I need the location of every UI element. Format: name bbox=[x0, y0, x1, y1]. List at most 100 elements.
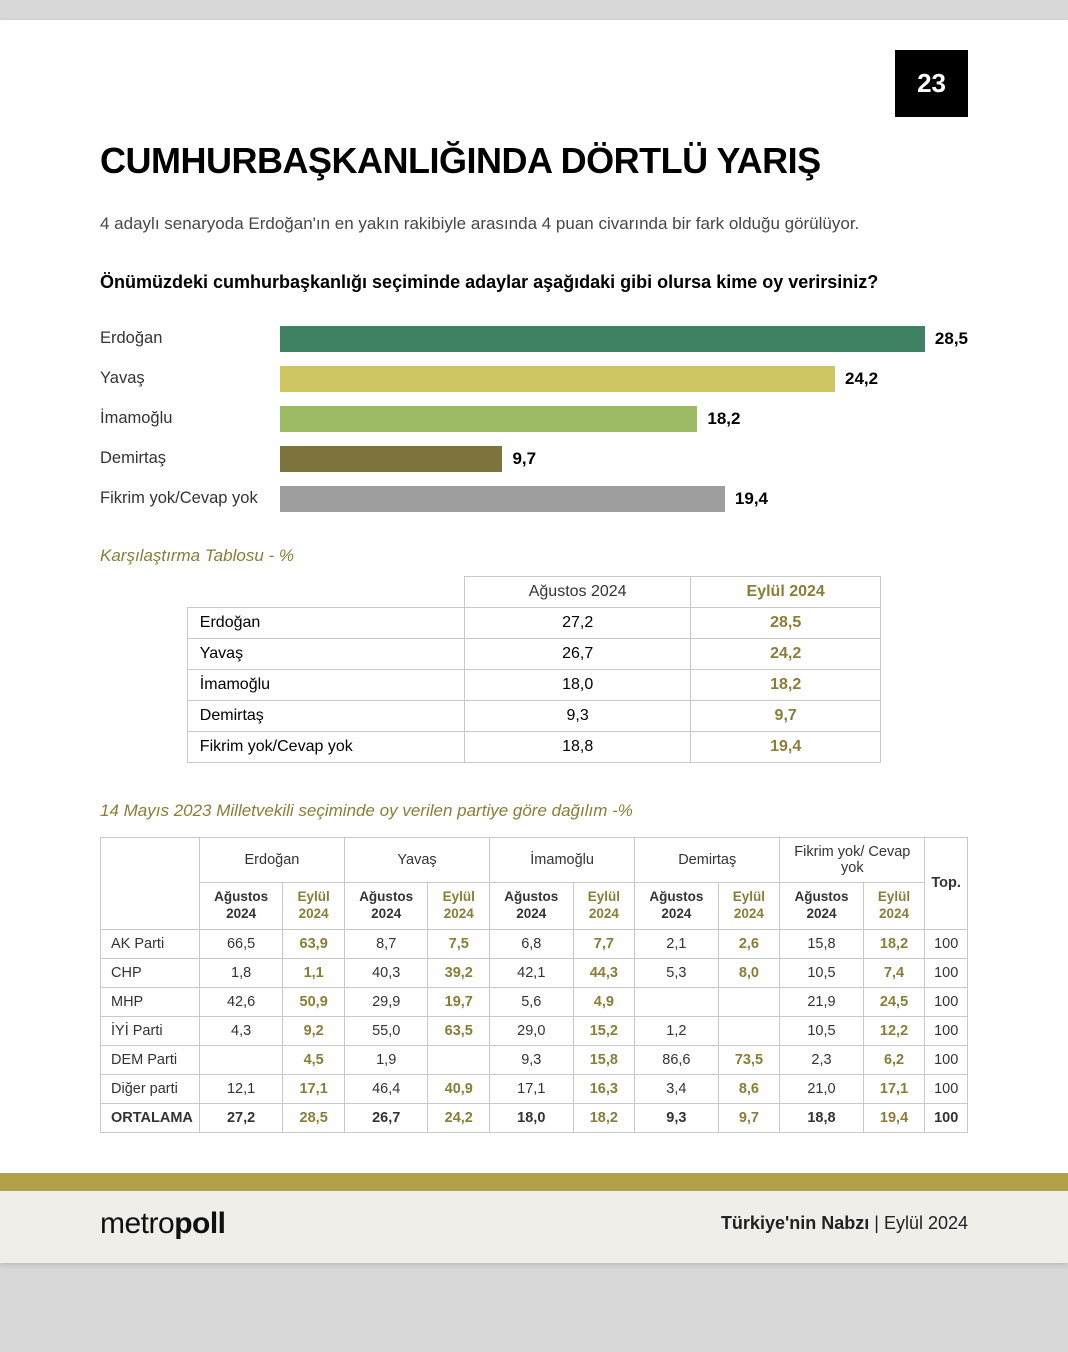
page: 23 CUMHURBAŞKANLIĞINDA DÖRTLÜ YARIŞ 4 ad… bbox=[0, 20, 1068, 1263]
breakdown-cell: 17,1 bbox=[863, 1074, 925, 1103]
chart-bar bbox=[280, 406, 697, 432]
breakdown-row-name: İYİ Parti bbox=[101, 1016, 200, 1045]
compare-cell: 19,4 bbox=[691, 731, 881, 762]
breakdown-cell: 16,3 bbox=[573, 1074, 635, 1103]
chart-row: Erdoğan 28,5 bbox=[100, 322, 968, 356]
compare-header: Ağustos 2024 bbox=[465, 576, 691, 607]
breakdown-row-name: AK Parti bbox=[101, 929, 200, 958]
chart-row: Fikrim yok/Cevap yok 19,4 bbox=[100, 482, 968, 516]
breakdown-cell: 15,2 bbox=[573, 1016, 635, 1045]
footer-title: Türkiye'nin Nabzı bbox=[721, 1213, 869, 1233]
breakdown-cell: 4,3 bbox=[199, 1016, 282, 1045]
breakdown-cell: 2,6 bbox=[718, 929, 780, 958]
breakdown-cell: 1,2 bbox=[635, 1016, 718, 1045]
breakdown-cell: 66,5 bbox=[199, 929, 282, 958]
compare-cell: 18,0 bbox=[465, 669, 691, 700]
breakdown-sub-header: Ağustos 2024 bbox=[344, 882, 427, 929]
breakdown-cell: 10,5 bbox=[780, 1016, 863, 1045]
compare-cell: Demirtaş bbox=[187, 700, 464, 731]
breakdown-cell: 46,4 bbox=[344, 1074, 427, 1103]
page-title: CUMHURBAŞKANLIĞINDA DÖRTLÜ YARIŞ bbox=[100, 140, 968, 182]
brand-part-a: metro bbox=[100, 1207, 174, 1240]
breakdown-cell: 9,3 bbox=[490, 1045, 573, 1074]
breakdown-row-name: MHP bbox=[101, 987, 200, 1016]
breakdown-sub-header: Ağustos 2024 bbox=[199, 882, 282, 929]
chart-bar-wrap: 19,4 bbox=[280, 486, 968, 512]
chart-label: Fikrim yok/Cevap yok bbox=[100, 489, 280, 508]
breakdown-cell: 40,3 bbox=[344, 958, 427, 987]
breakdown-row-name: CHP bbox=[101, 958, 200, 987]
description-text: 4 adaylı senaryoda Erdoğan'ın en yakın r… bbox=[100, 210, 968, 239]
chart-value: 18,2 bbox=[707, 409, 740, 429]
breakdown-cell: 73,5 bbox=[718, 1045, 780, 1074]
breakdown-cell: 42,6 bbox=[199, 987, 282, 1016]
compare-header: Eylül 2024 bbox=[691, 576, 881, 607]
breakdown-cell: 12,1 bbox=[199, 1074, 282, 1103]
breakdown-row-name: Diğer parti bbox=[101, 1074, 200, 1103]
breakdown-cell: 8,6 bbox=[718, 1074, 780, 1103]
breakdown-cell: 100 bbox=[925, 929, 968, 958]
breakdown-cell: 1,8 bbox=[199, 958, 282, 987]
comparison-table: Ağustos 2024Eylül 2024Erdoğan27,228,5Yav… bbox=[187, 576, 881, 763]
breakdown-avg-cell: 24,2 bbox=[428, 1103, 490, 1132]
breakdown-cell: 6,2 bbox=[863, 1045, 925, 1074]
chart-label: Erdoğan bbox=[100, 329, 280, 348]
breakdown-group-header: Yavaş bbox=[344, 837, 489, 882]
breakdown-cell: 50,9 bbox=[283, 987, 345, 1016]
bar-chart: Erdoğan 28,5 Yavaş24,2 İmamoğlu 18,2 Demirtaş… bbox=[100, 322, 968, 516]
chart-label: Yavaş bbox=[100, 369, 280, 388]
breakdown-avg-cell: 27,2 bbox=[199, 1103, 282, 1132]
chart-label: İmamoğlu bbox=[100, 409, 280, 428]
chart-value: 28,5 bbox=[935, 329, 968, 349]
compare-cell: 9,7 bbox=[691, 700, 881, 731]
breakdown-cell: 100 bbox=[925, 1074, 968, 1103]
chart-label: Demirtaş bbox=[100, 449, 280, 468]
chart-bar bbox=[280, 446, 502, 472]
chart-bar-wrap: 9,7 bbox=[280, 446, 968, 472]
breakdown-cell: 100 bbox=[925, 1045, 968, 1074]
breakdown-cell: 6,8 bbox=[490, 929, 573, 958]
footer: metropoll Türkiye'nin Nabzı | Eylül 2024 bbox=[0, 1191, 1068, 1263]
compare-cell: Yavaş bbox=[187, 638, 464, 669]
brand-part-b: poll bbox=[174, 1207, 225, 1240]
breakdown-avg-cell: 18,0 bbox=[490, 1103, 573, 1132]
breakdown-corner bbox=[101, 837, 200, 929]
breakdown-cell: 17,1 bbox=[283, 1074, 345, 1103]
chart-row: İmamoğlu 18,2 bbox=[100, 402, 968, 436]
breakdown-cell: 1,9 bbox=[344, 1045, 427, 1074]
breakdown-sub-header: Eylül 2024 bbox=[428, 882, 490, 929]
breakdown-cell: 7,4 bbox=[863, 958, 925, 987]
breakdown-cell: 5,3 bbox=[635, 958, 718, 987]
compare-cell: İmamoğlu bbox=[187, 669, 464, 700]
breakdown-avg-cell: 100 bbox=[925, 1103, 968, 1132]
breakdown-cell: 7,5 bbox=[428, 929, 490, 958]
page-number-badge: 23 bbox=[895, 50, 968, 117]
breakdown-cell: 18,2 bbox=[863, 929, 925, 958]
chart-bar-wrap: 18,2 bbox=[280, 406, 968, 432]
chart-value: 9,7 bbox=[512, 449, 536, 469]
breakdown-cell: 86,6 bbox=[635, 1045, 718, 1074]
chart-row: Demirtaş 9,7 bbox=[100, 442, 968, 476]
chart-row: Yavaş24,2 bbox=[100, 362, 968, 396]
breakdown-sub-header: Eylül 2024 bbox=[573, 882, 635, 929]
breakdown-table: ErdoğanYavaşİmamoğluDemirtaşFikrim yok/ … bbox=[100, 837, 968, 1133]
breakdown-sub-header: Ağustos 2024 bbox=[780, 882, 863, 929]
chart-value: 19,4 bbox=[735, 489, 768, 509]
breakdown-cell bbox=[718, 1016, 780, 1045]
breakdown-avg-cell: 9,7 bbox=[718, 1103, 780, 1132]
breakdown-avg-label: ORTALAMA bbox=[101, 1103, 200, 1132]
compare-cell: 28,5 bbox=[691, 607, 881, 638]
breakdown-cell: 29,9 bbox=[344, 987, 427, 1016]
compare-title: Karşılaştırma Tablosu - % bbox=[100, 546, 968, 566]
chart-bar-wrap: 28,5 bbox=[280, 326, 968, 352]
gold-divider bbox=[0, 1173, 1068, 1191]
compare-cell: Erdoğan bbox=[187, 607, 464, 638]
compare-header bbox=[187, 576, 464, 607]
breakdown-group-header: İmamoğlu bbox=[490, 837, 635, 882]
survey-question: Önümüzdeki cumhurbaşkanlığı seçiminde ad… bbox=[100, 269, 968, 296]
breakdown-group-header: Demirtaş bbox=[635, 837, 780, 882]
compare-cell: 18,8 bbox=[465, 731, 691, 762]
breakdown-cell: 8,7 bbox=[344, 929, 427, 958]
breakdown-cell: 63,9 bbox=[283, 929, 345, 958]
breakdown-cell: 2,1 bbox=[635, 929, 718, 958]
